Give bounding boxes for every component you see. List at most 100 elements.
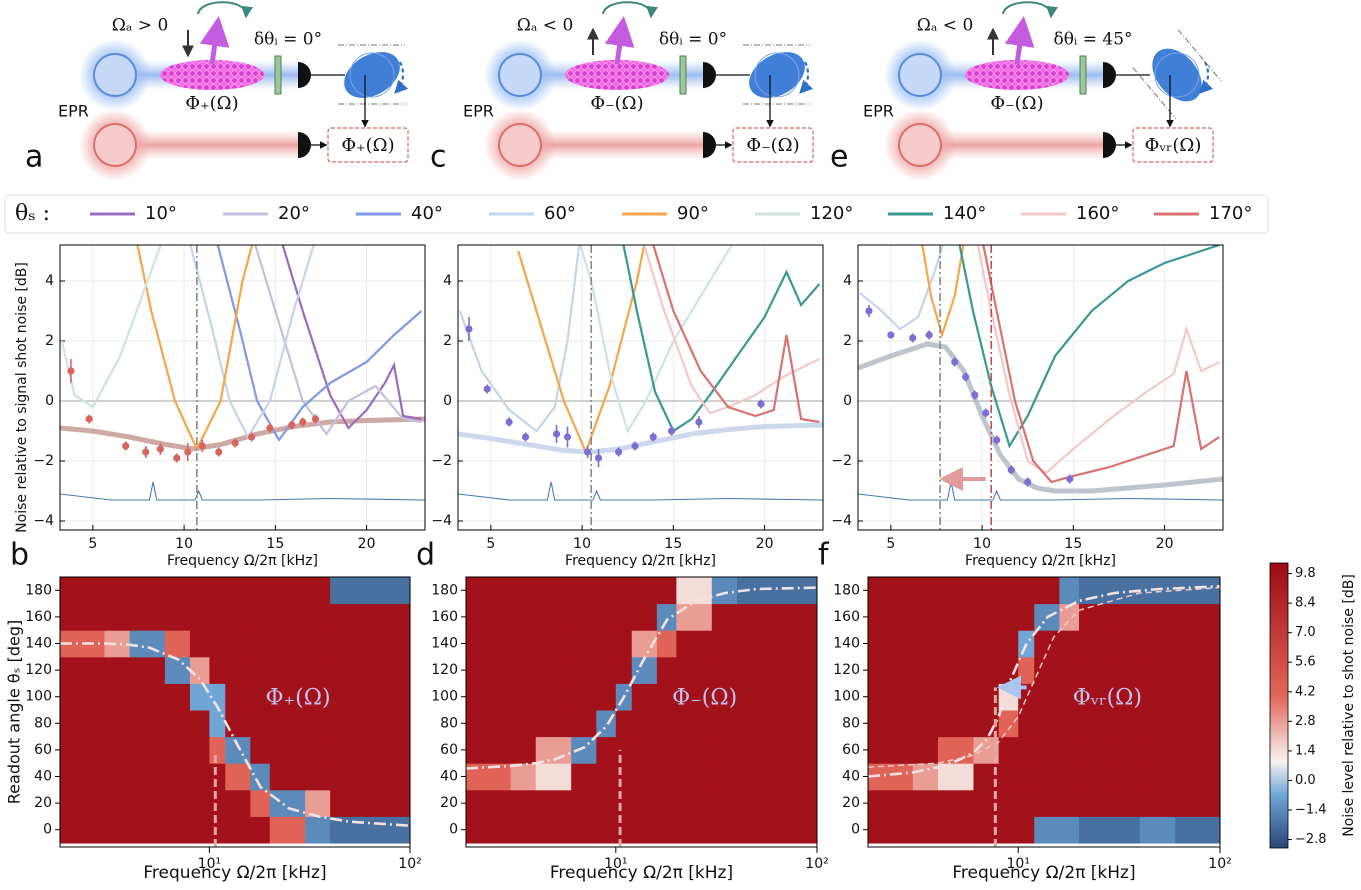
- heatmap-cell: [189, 630, 210, 658]
- data-line: [958, 245, 1220, 449]
- heatmap-cell: [1018, 816, 1035, 844]
- heatmap-cell: [269, 630, 306, 658]
- y-tick-label: 2: [843, 333, 852, 349]
- heatmap-cell: [466, 736, 512, 764]
- y-tick-label: 4: [843, 273, 852, 289]
- heatmap-cell: [269, 710, 306, 738]
- y-tick-label: 100: [833, 689, 860, 705]
- colorbar-tick-label: −1.4: [1295, 803, 1327, 818]
- heatmap-cell: [189, 763, 210, 791]
- heatmap-cell: [1018, 789, 1035, 817]
- detector: [298, 62, 311, 88]
- heatmap-cell: [269, 789, 306, 817]
- data-point: [887, 331, 895, 339]
- heatmap-cell: [596, 736, 617, 764]
- heatmap-cell: [631, 710, 658, 738]
- heatmap-cell: [772, 683, 817, 711]
- x-axis-label: Frequency Ω/2π [kHz]: [565, 553, 716, 569]
- y-tick-label: 20: [34, 795, 52, 811]
- heatmap-cell: [1059, 577, 1080, 605]
- y-tick-label: 0: [43, 822, 52, 838]
- heatmap-cell: [868, 789, 914, 817]
- heatmap-cell: [330, 630, 366, 658]
- heatmap-cell: [1078, 603, 1116, 631]
- output-box: [1132, 127, 1214, 163]
- heatmap-cell: [1139, 763, 1176, 791]
- y-tick-label: 0: [45, 393, 54, 409]
- y-tick-label: 160: [833, 609, 860, 625]
- heatmap-cell: [225, 763, 251, 791]
- pump-arrow: [1004, 16, 1035, 65]
- data-point: [288, 421, 296, 429]
- heatmap-cell: [1078, 736, 1116, 764]
- heatmap-cell: [1139, 816, 1176, 844]
- heatmap-cell: [912, 630, 939, 658]
- detector: [703, 62, 716, 88]
- heatmap-cell: [129, 630, 166, 658]
- heatmap-cell: [330, 683, 366, 711]
- heatmap-cell: [1018, 683, 1035, 711]
- output-label: Φᵥᵣ(Ω): [1145, 135, 1202, 156]
- heatmap-cell: [571, 603, 597, 631]
- beam: [115, 130, 300, 160]
- heatmap-cell: [225, 603, 251, 631]
- heatmap-cell: [104, 656, 131, 684]
- heatmap-cell: [1078, 710, 1116, 738]
- heatmap-cell: [615, 710, 633, 738]
- epr-mode: [93, 123, 137, 167]
- atom-cloud: [965, 60, 1069, 90]
- heatmap-cell: [365, 789, 410, 817]
- heatmap-cell: [1034, 763, 1060, 791]
- heatmap-cell: [1114, 816, 1141, 844]
- plot-frame: [867, 576, 1221, 848]
- heatmap-cell: [1034, 577, 1060, 605]
- heatmap-cell: [510, 789, 537, 817]
- heatmap-cell: [305, 763, 331, 791]
- pump-arrow: [199, 16, 230, 65]
- legend-entry: 40°: [411, 203, 443, 224]
- heatmap-cell: [510, 710, 537, 738]
- heatmap-cell: [225, 710, 251, 738]
- output-label: Φ₊(Ω): [341, 135, 394, 156]
- data-point: [951, 358, 959, 366]
- heatmap-cell: [1114, 736, 1141, 764]
- heatmap-cell: [631, 603, 658, 631]
- x-tick-label: 5: [88, 536, 97, 552]
- curve-annotation: Φ₊(Ω): [265, 686, 330, 711]
- y-tick-label: 180: [25, 582, 52, 598]
- heatmap-cell: [772, 603, 817, 631]
- heatmap-cell: [998, 736, 1019, 764]
- heatmap-cell: [164, 763, 191, 791]
- heatmap-cell: [104, 789, 131, 817]
- heatmap-cell: [1175, 789, 1220, 817]
- precession-arrow: [1002, 1, 1059, 19]
- panel-letter: b: [10, 538, 29, 573]
- detector: [298, 132, 311, 158]
- data-point: [1024, 478, 1032, 486]
- heatmap-cell: [129, 656, 166, 684]
- y-tick-label: −4: [831, 513, 852, 529]
- heatmap-cell: [209, 656, 226, 684]
- heatmap-cell: [1018, 763, 1035, 791]
- heatmap-cell: [60, 736, 106, 764]
- panel-letter: c: [430, 140, 447, 175]
- heatmap-cell: [164, 816, 191, 844]
- heatmap-cell: [535, 603, 572, 631]
- data-line: [921, 245, 965, 339]
- heatmap-cell: [998, 577, 1019, 605]
- plot-area: [458, 245, 823, 530]
- heatmap-cell: [1034, 789, 1060, 817]
- heatmap-cell: [711, 577, 738, 605]
- heatmap-cell: [1034, 736, 1060, 764]
- output-box: [732, 127, 814, 163]
- heatmap-cell: [772, 656, 817, 684]
- heatmap-cell: [868, 656, 914, 684]
- y-tick-label: 80: [34, 715, 52, 731]
- heatmap-cell: [631, 736, 658, 764]
- heatmap-cell: [330, 789, 366, 817]
- heatmap-cell: [535, 816, 572, 844]
- y-tick-label: 120: [833, 662, 860, 678]
- heatmap-cell: [164, 577, 191, 605]
- colorbar-tick-label: −2.8: [1295, 832, 1327, 847]
- heatmap-cell: [912, 683, 939, 711]
